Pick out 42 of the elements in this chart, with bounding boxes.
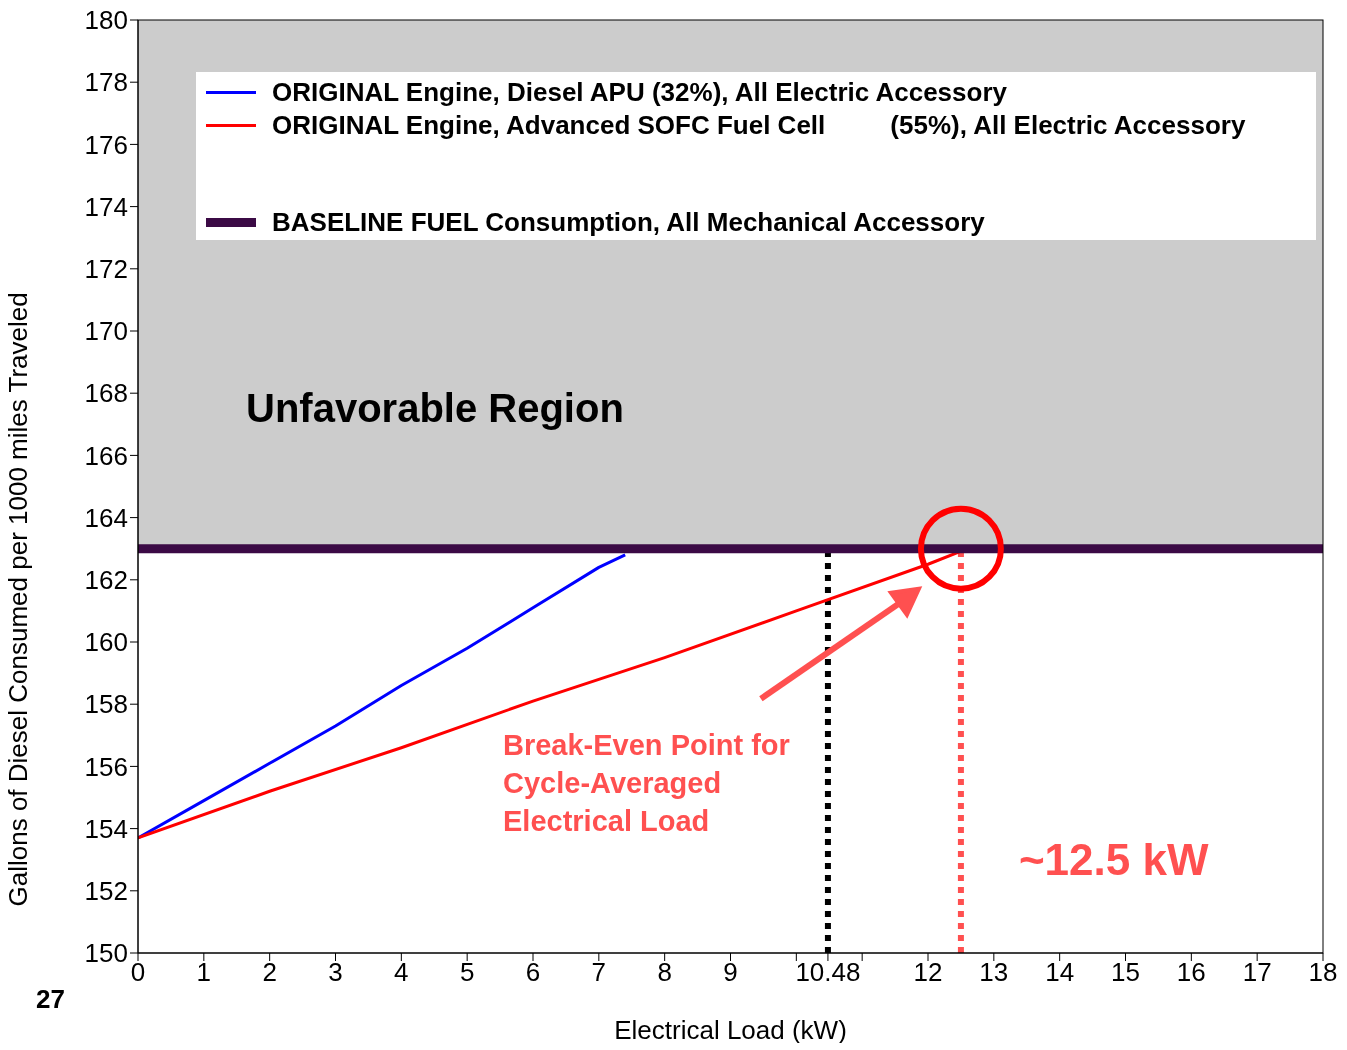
y-tick-label: 158 [84, 689, 128, 720]
y-tick-label: 156 [84, 751, 128, 782]
x-tick-label: 17 [1242, 957, 1272, 988]
legend-label: ORIGINAL Engine, Diesel APU (32%), All Electric Accessory [272, 77, 1007, 108]
x-tick-label: 12 [913, 957, 943, 988]
text: 27 [36, 984, 65, 1014]
y-axis-title: Gallons of Diesel Consumed per 1000 miles Traveled [3, 292, 34, 907]
y-tick-label: 154 [84, 813, 128, 844]
y-tick-label: 178 [84, 67, 128, 98]
x-tick-label: 5 [459, 957, 475, 988]
x-tick-label: 3 [328, 957, 343, 988]
y-tick-label: 180 [84, 5, 128, 36]
y-tick-label: 152 [84, 876, 128, 907]
ref-line-label: ~12.5 kW [1018, 835, 1209, 884]
legend-label: BASELINE FUEL Consumption, All Mechanical Accessory [272, 207, 985, 238]
y-tick-label: 170 [84, 316, 128, 347]
x-tick-label: 2 [262, 957, 277, 988]
x-tick-label: 6 [525, 957, 541, 988]
x-tick-label: 15 [1111, 957, 1140, 988]
x-tick-label: 4 [394, 957, 409, 988]
y-tick-label: 172 [84, 254, 128, 285]
y-tick-label: 150 [84, 938, 128, 969]
y-tick-label: 176 [84, 129, 128, 160]
y-tick-label: 174 [84, 191, 128, 222]
x-tick-label: 8 [657, 957, 672, 988]
x-tick-label: 9 [723, 957, 738, 988]
legend-label: ORIGINAL Engine, Advanced SOFC Fuel Cell (55%), All Electric Accessory [272, 110, 1246, 141]
y-tick-label: 168 [84, 378, 128, 409]
annotation: Break-Even Point for Cycle-Averaged Electrical Load [503, 728, 791, 839]
x-tick-label: 14 [1045, 957, 1075, 988]
x-tick-label: 7 [591, 957, 607, 988]
y-tick-label: 160 [84, 627, 128, 658]
x-tick-label: 13 [979, 957, 1009, 988]
x-tick-label: 16 [1176, 957, 1206, 988]
x-tick-label: 1 [196, 957, 212, 988]
y-tick-label: 162 [84, 565, 128, 596]
x-tick-label: 18 [1308, 957, 1338, 988]
y-tick-label: 164 [84, 502, 128, 533]
y-tick-label: 166 [84, 440, 128, 471]
x-tick-label: 0 [130, 957, 146, 988]
band-label: Unfavorable Region [246, 385, 624, 430]
x-tick-label: 10.48 [795, 957, 861, 988]
